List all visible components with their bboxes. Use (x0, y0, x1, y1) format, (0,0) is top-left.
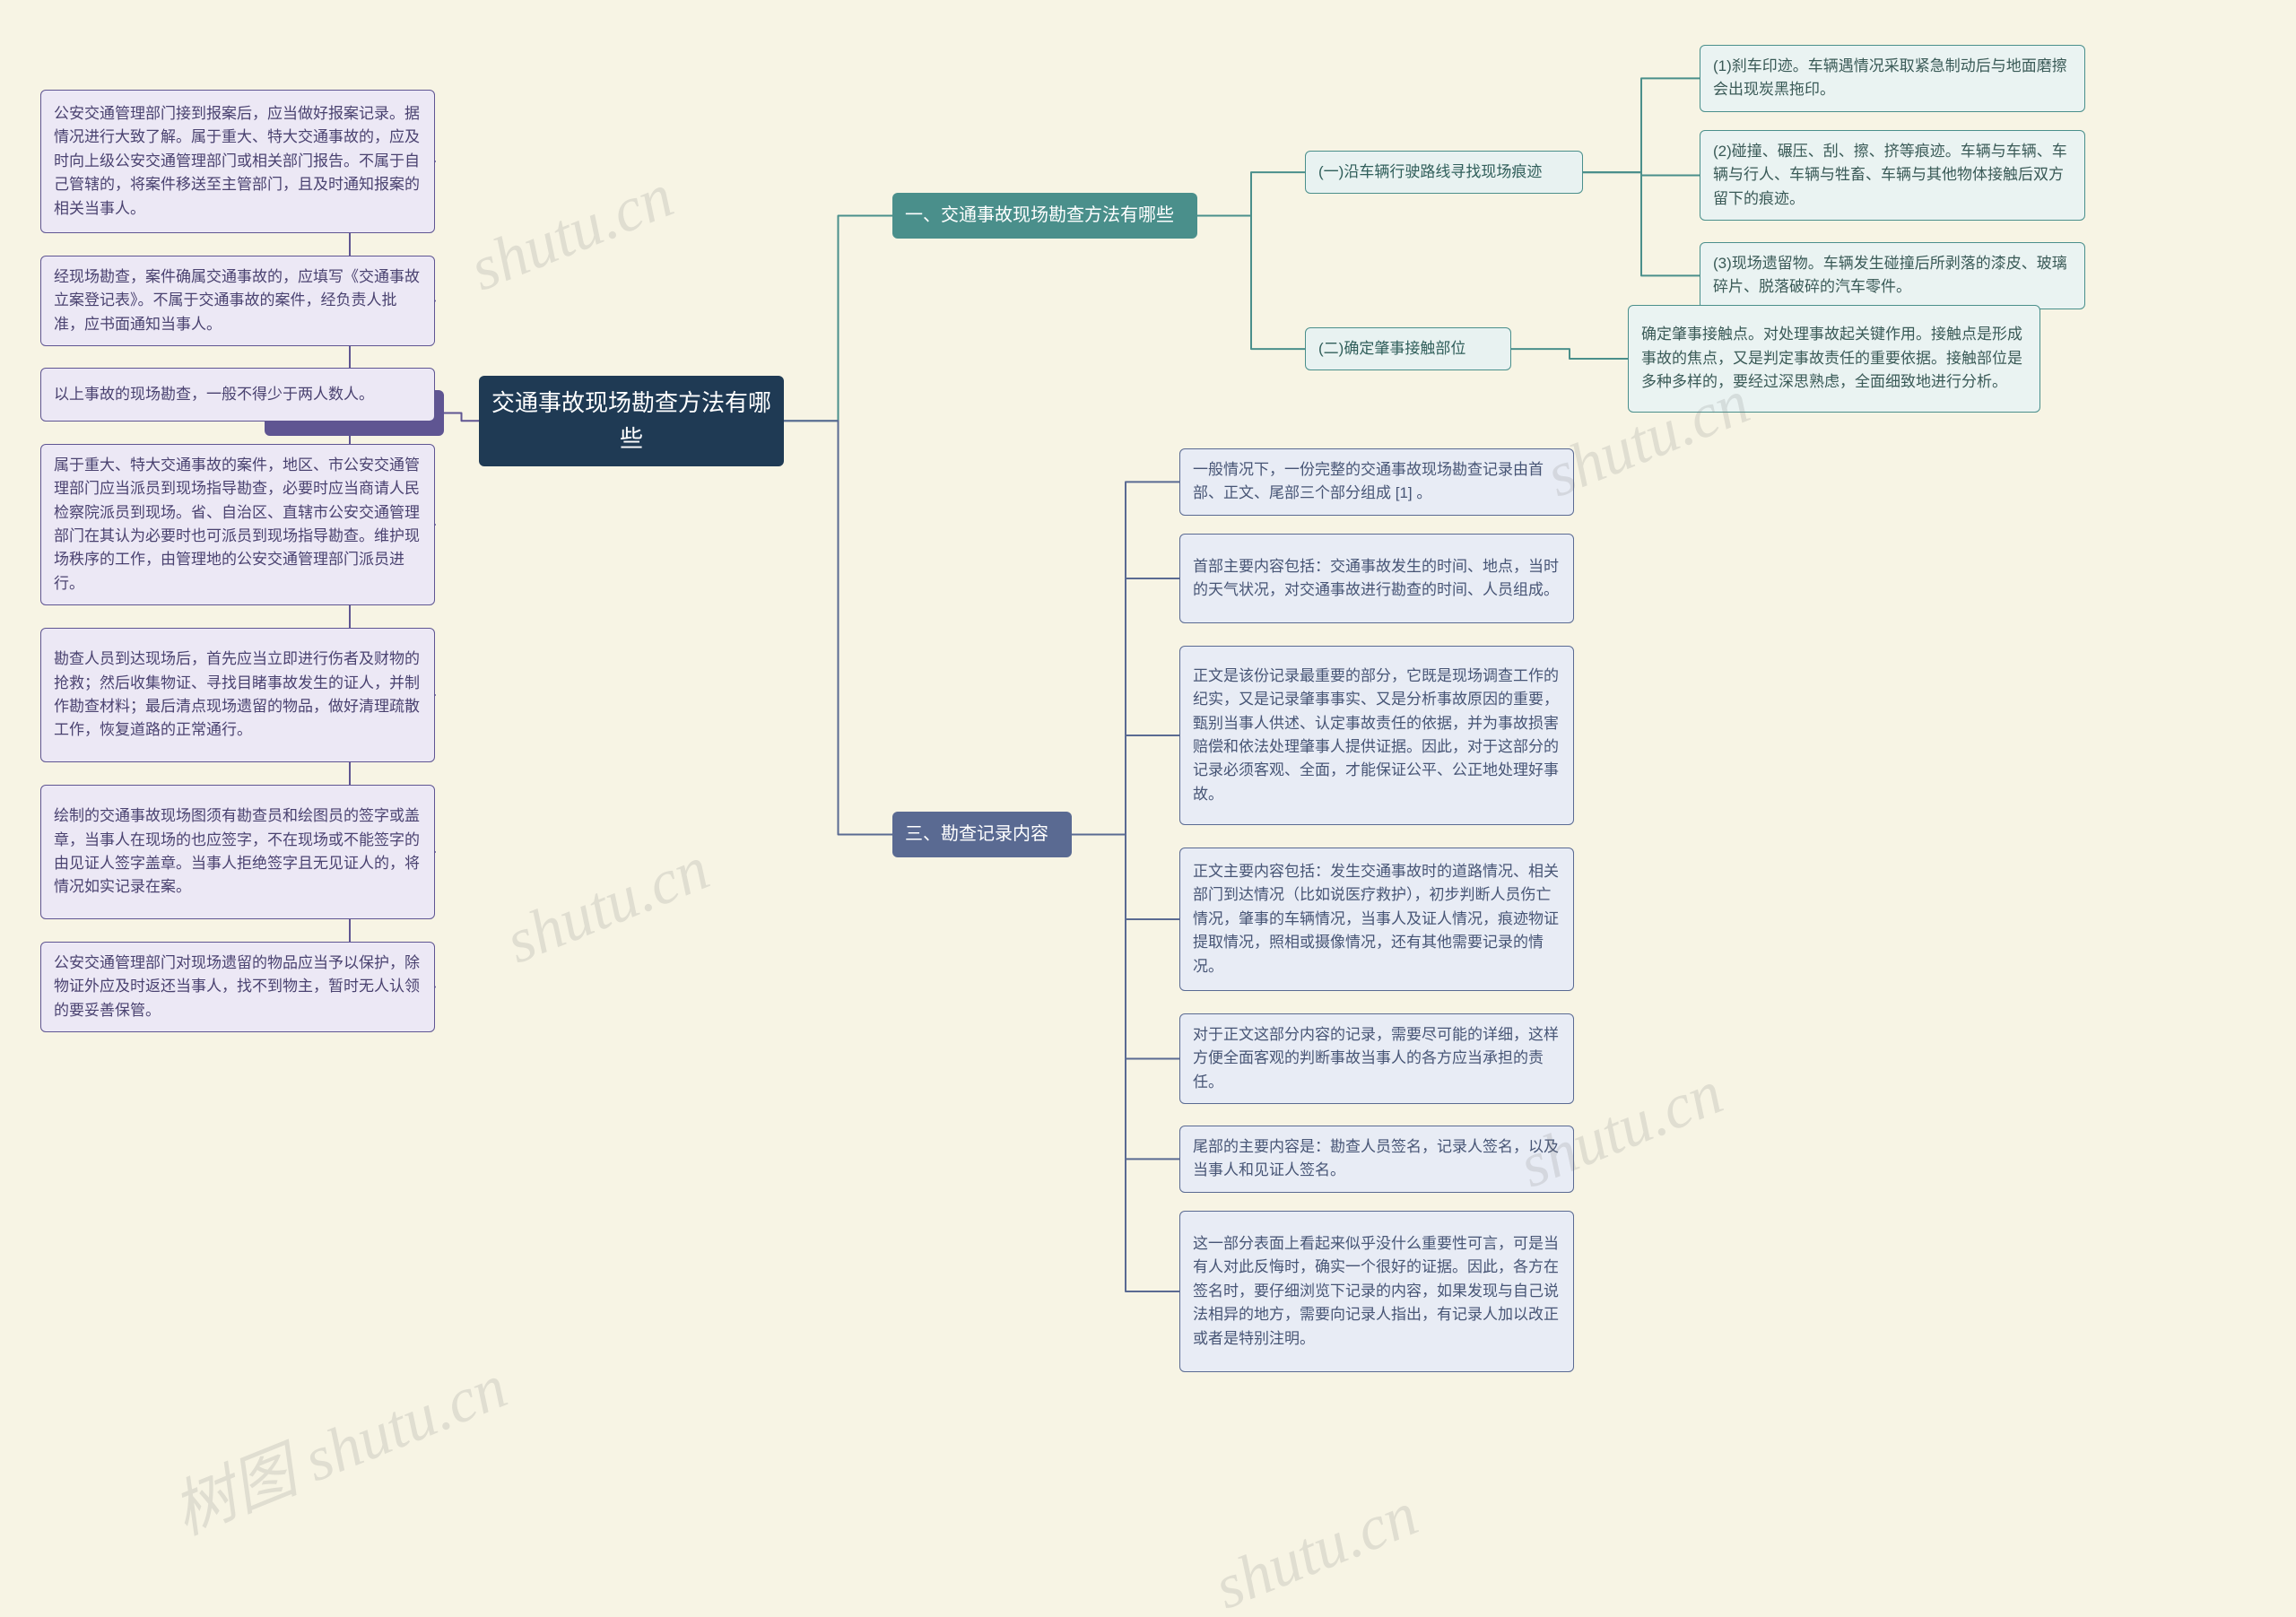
mindmap-node: 尾部的主要内容是：勘查人员签名，记录人签名，以及当事人和见证人签名。 (1179, 1126, 1574, 1193)
watermark: shutu.cn (497, 833, 719, 978)
mindmap-node: 确定肇事接触点。对处理事故起关键作用。接触点是形成事故的焦点，又是判定事故责任的… (1628, 305, 2040, 413)
watermark: shutu.cn (1205, 1479, 1428, 1617)
mindmap-node: 一、交通事故现场勘查方法有哪些 (892, 193, 1197, 239)
mindmap-node: 这一部分表面上看起来似乎没什么重要性可言，可是当有人对此反悔时，确实一个很好的证… (1179, 1211, 1574, 1372)
mindmap-node: 勘查人员到达现场后，首先应当立即进行伤者及财物的抢救；然后收集物证、寻找目睹事故… (40, 628, 435, 762)
mindmap-node: (1)刹车印迹。车辆遇情况采取紧急制动后与地面磨擦会出现炭黑拖印。 (1700, 45, 2085, 112)
mindmap-node: 一般情况下，一份完整的交通事故现场勘查记录由首部、正文、尾部三个部分组成 [1]… (1179, 448, 1574, 516)
mindmap-node: 首部主要内容包括：交通事故发生的时间、地点，当时的天气状况，对交通事故进行勘查的… (1179, 534, 1574, 623)
mindmap-node: (2)碰撞、碾压、刮、擦、挤等痕迹。车辆与车辆、车辆与行人、车辆与牲畜、车辆与其… (1700, 130, 2085, 221)
mindmap-node: 属于重大、特大交通事故的案件，地区、市公安交通管理部门应当派员到现场指导勘查，必… (40, 444, 435, 605)
mindmap-node: 交通事故现场勘查方法有哪些 (479, 376, 784, 466)
watermark: 树图 shutu.cn (157, 1336, 517, 1552)
mindmap-node: 以上事故的现场勘查，一般不得少于两人数人。 (40, 368, 435, 422)
mindmap-node: 对于正文这部分内容的记录，需要尽可能的详细，这样方便全面客观的判断事故当事人的各… (1179, 1013, 1574, 1104)
mindmap-node: 三、勘查记录内容 (892, 812, 1072, 857)
mindmap-node: 正文主要内容包括：发生交通事故时的道路情况、相关部门到达情况（比如说医疗救护），… (1179, 848, 1574, 991)
mindmap-node: 公安交通管理部门接到报案后，应当做好报案记录。据情况进行大致了解。属于重大、特大… (40, 90, 435, 233)
mindmap-node: 公安交通管理部门对现场遗留的物品应当予以保护，除物证外应及时返还当事人，找不到物… (40, 942, 435, 1032)
mindmap-node: (二)确定肇事接触部位 (1305, 327, 1511, 370)
mindmap-node: 经现场勘查，案件确属交通事故的，应填写《交通事故立案登记表》。不属于交通事故的案… (40, 256, 435, 346)
mindmap-node: 绘制的交通事故现场图须有勘查员和绘图员的签字或盖章，当事人在现场的也应签字，不在… (40, 785, 435, 919)
mindmap-node: (3)现场遗留物。车辆发生碰撞后所剥落的漆皮、玻璃碎片、脱落破碎的汽车零件。 (1700, 242, 2085, 309)
mindmap-node: (一)沿车辆行驶路线寻找现场痕迹 (1305, 151, 1583, 194)
watermark: shutu.cn (461, 161, 683, 306)
mindmap-node: 正文是该份记录最重要的部分，它既是现场调查工作的纪实，又是记录肇事事实、又是分析… (1179, 646, 1574, 825)
